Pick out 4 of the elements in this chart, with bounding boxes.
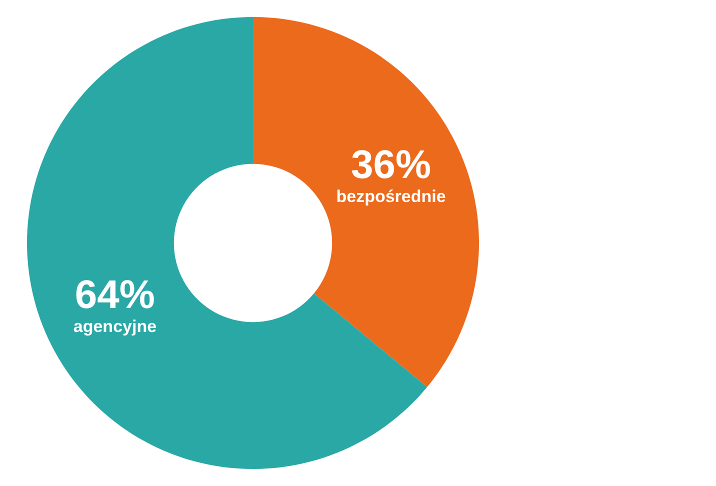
- slice-label: agencyjne: [73, 316, 157, 336]
- slice-label: bezpośrednie: [336, 187, 446, 206]
- data-label: 64%: [74, 272, 155, 317]
- data-label: 36%: [351, 143, 432, 188]
